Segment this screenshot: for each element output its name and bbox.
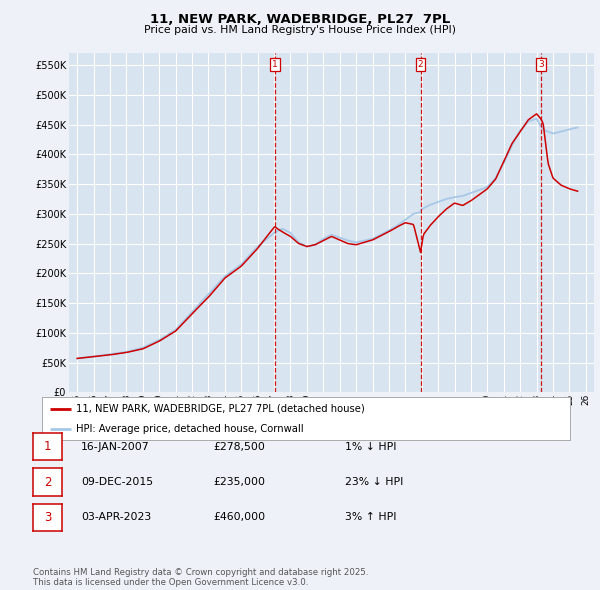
- Text: 16-JAN-2007: 16-JAN-2007: [81, 442, 149, 451]
- Text: HPI: Average price, detached house, Cornwall: HPI: Average price, detached house, Corn…: [76, 424, 304, 434]
- Text: 2: 2: [44, 476, 51, 489]
- Text: 2: 2: [418, 60, 424, 70]
- Text: 11, NEW PARK, WADEBRIDGE, PL27 7PL (detached house): 11, NEW PARK, WADEBRIDGE, PL27 7PL (deta…: [76, 404, 365, 414]
- Text: 3% ↑ HPI: 3% ↑ HPI: [345, 513, 397, 522]
- Text: 1: 1: [44, 440, 51, 453]
- Text: Price paid vs. HM Land Registry's House Price Index (HPI): Price paid vs. HM Land Registry's House …: [144, 25, 456, 35]
- Text: 09-DEC-2015: 09-DEC-2015: [81, 477, 153, 487]
- Text: 11, NEW PARK, WADEBRIDGE, PL27  7PL: 11, NEW PARK, WADEBRIDGE, PL27 7PL: [150, 13, 450, 26]
- Text: 1% ↓ HPI: 1% ↓ HPI: [345, 442, 397, 451]
- Text: 1: 1: [272, 60, 278, 70]
- Text: 3: 3: [538, 60, 544, 70]
- Text: 03-APR-2023: 03-APR-2023: [81, 513, 151, 522]
- Text: Contains HM Land Registry data © Crown copyright and database right 2025.
This d: Contains HM Land Registry data © Crown c…: [33, 568, 368, 587]
- Text: 3: 3: [44, 511, 51, 524]
- Text: 23% ↓ HPI: 23% ↓ HPI: [345, 477, 403, 487]
- Text: £278,500: £278,500: [213, 442, 265, 451]
- Text: £460,000: £460,000: [213, 513, 265, 522]
- Text: £235,000: £235,000: [213, 477, 265, 487]
